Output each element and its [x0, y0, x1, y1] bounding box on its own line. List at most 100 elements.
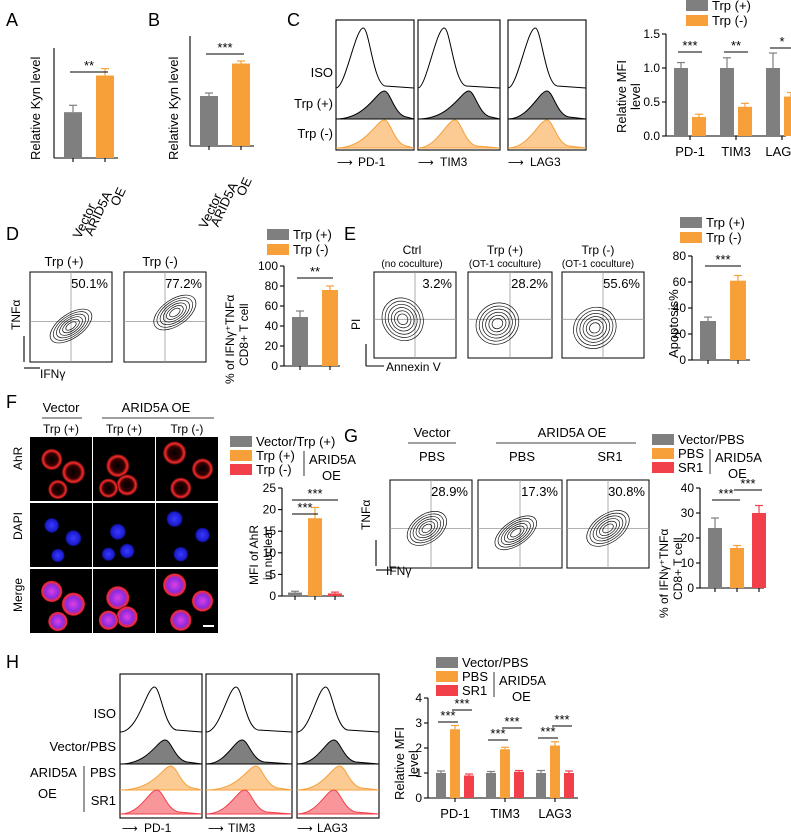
- flow-contour: [494, 515, 537, 551]
- flow-contour: [153, 294, 197, 331]
- significance-label: ***: [297, 500, 312, 515]
- significance-label: ***: [554, 712, 569, 727]
- cell: [162, 573, 187, 597]
- histogram-curve: [119, 789, 203, 815]
- x-tick-label: LAG3: [538, 806, 571, 821]
- flow-contour: [162, 302, 187, 323]
- cell: [162, 441, 187, 465]
- histogram-curve: [205, 789, 293, 815]
- legend-swatch-trp-minus: [230, 464, 252, 475]
- flow-contour: [510, 528, 522, 538]
- legend-swatch-trp-minus: [680, 232, 702, 243]
- bar: [752, 513, 766, 588]
- bar: [536, 773, 546, 798]
- flow-contour: [507, 525, 525, 540]
- flow-contour: [381, 297, 424, 342]
- bar: [464, 775, 474, 798]
- significance-label: ***: [504, 714, 519, 729]
- histogram-trp-minus-curve: [417, 119, 501, 149]
- panel-c-row-trp-plus: Trp (+): [294, 96, 333, 111]
- histogram-curve: [119, 739, 203, 765]
- panel-h-marker-pd1: PD-1: [144, 821, 172, 835]
- bar: [730, 280, 746, 360]
- histogram-box: [417, 19, 501, 151]
- y-tick-label: 100: [258, 259, 278, 273]
- panel-c-marker-lag3: LAG3: [530, 155, 561, 169]
- panel-e: E Ctrl (no coculture) Trp (+) (OT-1 cocu…: [344, 215, 750, 374]
- histogram-box: [119, 673, 203, 819]
- bar: [96, 75, 114, 158]
- y-tick-label: 20: [673, 327, 687, 341]
- y-tick-label: 60: [265, 299, 279, 313]
- panel-g-ylabel-line1: % of IFNγ⁺TNFα: [657, 529, 671, 618]
- flow-contour: [397, 313, 409, 325]
- cell: [169, 477, 192, 500]
- significance-label: ***: [490, 726, 505, 741]
- legend-swatch-sr1: [652, 462, 674, 473]
- histogram-curve: [205, 765, 293, 791]
- y-tick-label: 1.5: [643, 27, 660, 41]
- flow-contour: [421, 523, 433, 534]
- panel-a: A Relative Kyn level ** Vector ARID5A OE: [6, 10, 129, 241]
- y-tick-label: 3: [415, 716, 422, 730]
- panel-h-ylabel-line2: level: [406, 750, 421, 777]
- cell: [40, 580, 63, 603]
- legend-swatch-vector: [652, 434, 674, 445]
- x-tick-label: LAG3: [765, 144, 791, 159]
- flow-percentage: 50.1%: [71, 276, 108, 291]
- panel-b-ylabel: Relative Kyn level: [166, 57, 181, 160]
- marker-arrow: ⟶: [508, 157, 524, 169]
- panel-c-marker-tim3: TIM3: [440, 155, 468, 169]
- legend-label-sr1: SR1: [678, 460, 703, 475]
- flow-percentage: 30.8%: [608, 484, 645, 499]
- y-tick-label: 0: [271, 359, 278, 373]
- cell: [98, 478, 119, 499]
- panel-b-plot: ***: [189, 36, 254, 150]
- legend-group-line2: OE: [322, 468, 341, 483]
- panel-d-plot: 0 20 40 60 80 100 **: [258, 259, 340, 373]
- flow-contour: [500, 520, 531, 545]
- panel-f-row-dapi: DAPI: [11, 512, 25, 540]
- panel-e-flow-xlabel: Annexin V: [386, 360, 441, 374]
- panel-c-marker-labels: ⟶ PD-1 ⟶ TIM3 ⟶ LAG3: [337, 155, 561, 169]
- legend-label-pbs: PBS: [678, 446, 704, 461]
- panel-d: D Trp (+) Trp (-) 50.1% 77.2% TNFα IFNγ %…: [6, 224, 340, 384]
- panel-f-row-merge: Merge: [11, 578, 25, 612]
- panel-d-flow-xlabel: IFNγ: [40, 367, 65, 381]
- bar: [436, 773, 446, 798]
- histogram-box: [205, 673, 293, 819]
- bar: [514, 771, 524, 798]
- panel-e-flow-subtitle-2: (OT-1 coculture): [469, 259, 541, 270]
- significance-label: ***: [682, 38, 697, 53]
- y-tick-label: 40: [265, 319, 279, 333]
- legend-label-pbs: PBS: [462, 669, 488, 684]
- legend-group-line2: OE: [728, 466, 747, 481]
- histogram-curve: [119, 686, 203, 733]
- legend-swatch-trp-plus: [230, 450, 252, 461]
- legend-group-line2: OE: [512, 689, 531, 704]
- cell: [44, 517, 60, 534]
- cell: [191, 590, 214, 612]
- cell: [61, 460, 86, 485]
- cell: [101, 547, 116, 562]
- bar: [64, 112, 82, 158]
- legend-label-vector: Vector/Trp (+): [256, 434, 335, 449]
- panel-f: F Vector ARID5A OE Trp (+) Trp (+) Trp (…: [6, 392, 356, 633]
- histogram-curve: [296, 686, 380, 733]
- y-tick-label: 10: [681, 556, 695, 570]
- histogram-curve: [296, 739, 380, 765]
- panel-letter-h: H: [6, 652, 19, 672]
- panel-c-histograms: [335, 19, 587, 151]
- cell: [47, 611, 68, 632]
- panel-h-legend: Vector/PBS PBS SR1 ARID5A OE: [436, 655, 546, 704]
- bar: [322, 290, 338, 366]
- panel-f-ylabel-line2: in nuclear: [261, 528, 275, 580]
- bar: [288, 592, 302, 596]
- panel-b: B Relative Kyn level *** Vector ARID5A O…: [148, 10, 255, 231]
- panel-h-row-sr1: SR1: [91, 793, 116, 808]
- legend-swatch-trp-minus: [267, 244, 289, 255]
- flow-contour: [156, 297, 194, 328]
- panel-e-flow-title-3: Trp (-): [582, 243, 615, 257]
